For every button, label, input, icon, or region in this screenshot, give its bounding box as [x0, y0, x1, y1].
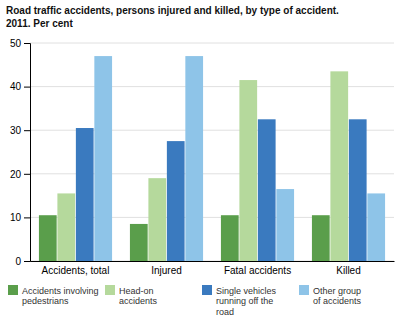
plot: 0 10 20 30 40 50 Accidents, total Injured Fatal … — [10, 38, 395, 276]
grid-line — [30, 43, 394, 44]
x-axis-line — [31, 261, 395, 262]
x-tick: Fatal accidents — [224, 261, 291, 276]
y-tick: 30 — [10, 125, 30, 136]
y-tick-mark — [24, 217, 30, 218]
legend-swatch — [8, 285, 18, 295]
bar — [185, 56, 203, 261]
legend-item: Single vehiclesrunning off theroad — [202, 285, 277, 317]
legend-item: Head-onaccidents — [105, 285, 158, 306]
bar — [130, 224, 148, 261]
bar — [148, 178, 166, 261]
x-tick-label: Accidents, total — [42, 265, 110, 276]
y-tick-label: 20 — [10, 169, 22, 180]
x-axis: Accidents, total Injured Fatal accidents Ki… — [31, 261, 395, 276]
chart: Road traffic accidents, persons injured … — [0, 0, 404, 323]
y-tick-label: 10 — [10, 212, 22, 223]
y-tick-label: 40 — [10, 81, 22, 92]
legend-label: Other groupof accidents — [313, 286, 362, 307]
bar — [221, 215, 239, 261]
bar — [39, 215, 57, 261]
bar — [239, 80, 257, 261]
bar — [94, 56, 112, 261]
legend-item: Other groupof accidents — [299, 285, 362, 306]
y-tick: 0 — [15, 256, 30, 267]
bar — [312, 215, 330, 261]
x-tick-label: Fatal accidents — [224, 265, 291, 276]
title: Road traffic accidents, persons injured … — [6, 5, 339, 16]
y-tick-mark — [24, 43, 30, 44]
x-tick: Killed — [336, 261, 360, 276]
y-axis-line — [24, 44, 31, 262]
y-tick-label: 50 — [10, 38, 22, 49]
bar-series — [94, 56, 385, 261]
bar — [167, 141, 185, 261]
bar — [57, 193, 75, 261]
x-tick-label: Injured — [151, 265, 182, 276]
legend-label: Single vehiclesrunning off theroad — [216, 286, 277, 317]
bar — [367, 193, 385, 261]
y-axis: 0 10 20 30 40 50 — [10, 38, 31, 267]
y-tick: 40 — [10, 81, 30, 92]
y-tick-mark — [24, 261, 30, 262]
titles: Road traffic accidents, persons injured … — [6, 5, 339, 29]
bar — [258, 119, 276, 261]
legend: Accidents involvingpedestrians Head-onacc… — [8, 285, 362, 317]
y-tick: 50 — [10, 38, 30, 49]
y-tick-mark — [24, 87, 30, 88]
subtitle: 2011. Per cent — [6, 18, 73, 29]
legend-item: Accidents involvingpedestrians — [8, 285, 99, 306]
legend-swatch — [105, 285, 115, 295]
y-tick: 20 — [10, 169, 30, 180]
y-tick-mark — [24, 130, 30, 131]
legend-swatch — [299, 285, 309, 295]
legend-label: Accidents involvingpedestrians — [22, 286, 99, 307]
y-tick: 10 — [10, 212, 30, 223]
bars — [39, 56, 385, 261]
x-tick: Accidents, total — [42, 261, 110, 276]
y-tick-label: 0 — [15, 256, 21, 267]
legend-label: Head-onaccidents — [119, 286, 158, 307]
bar — [276, 189, 294, 261]
grid — [30, 43, 394, 261]
x-tick-label: Killed — [336, 265, 360, 276]
y-tick-label: 30 — [10, 125, 22, 136]
bar — [349, 119, 367, 261]
bar — [330, 71, 348, 261]
x-tick: Injured — [151, 261, 182, 276]
legend-swatch — [202, 285, 212, 295]
bar-series — [76, 119, 367, 261]
bar — [76, 128, 94, 261]
y-tick-mark — [24, 174, 30, 175]
